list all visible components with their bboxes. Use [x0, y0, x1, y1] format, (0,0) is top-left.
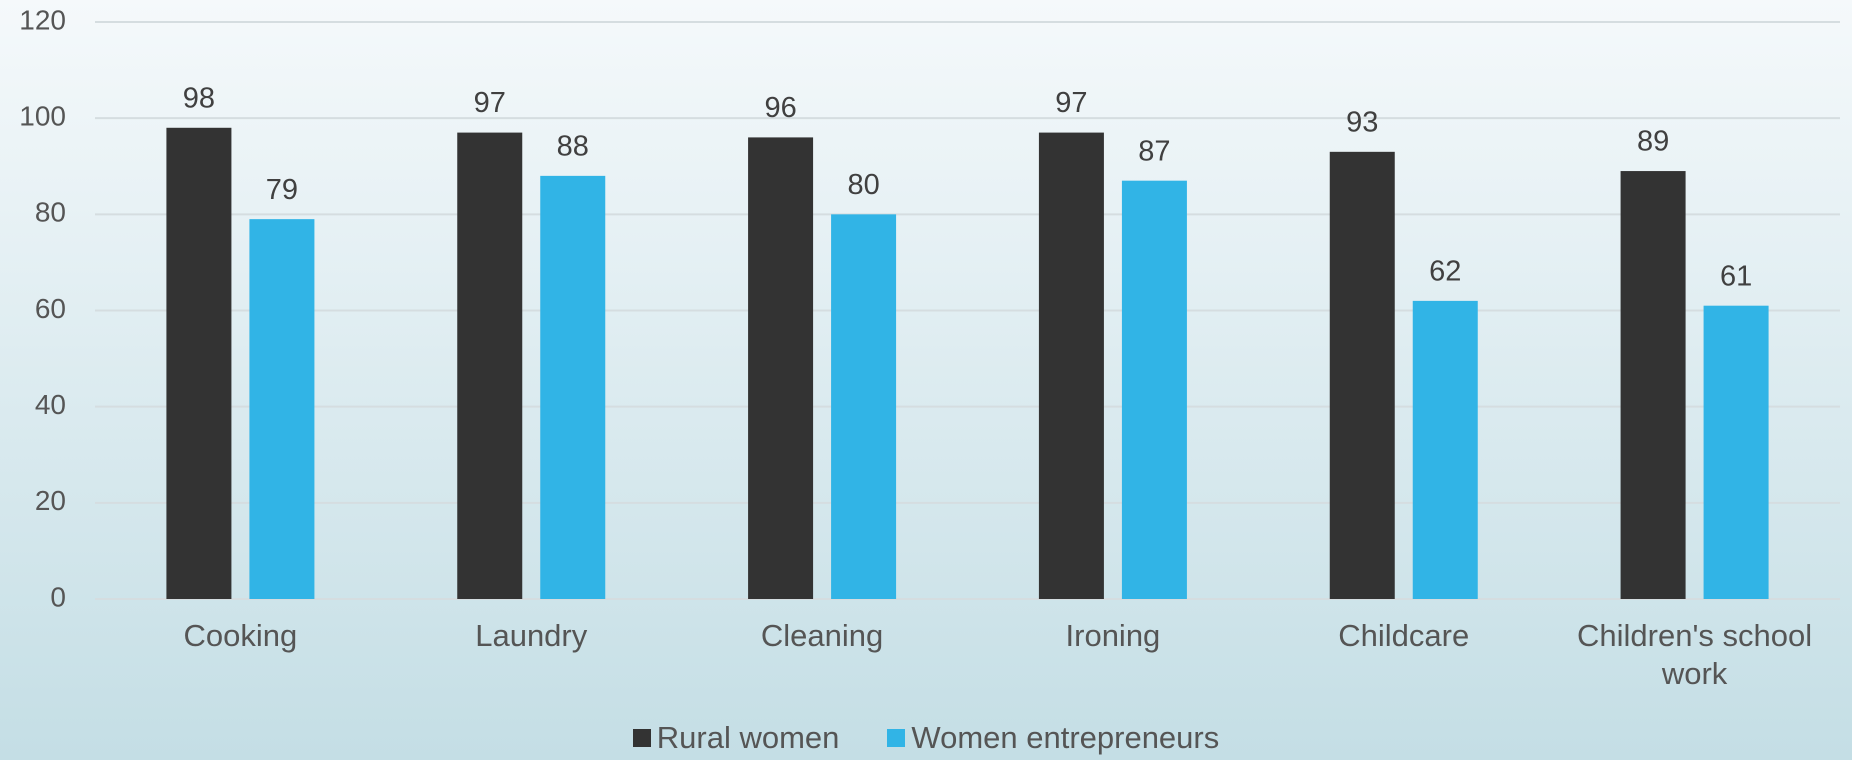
- y-tick-label: 80: [35, 197, 66, 228]
- x-tick-group: Children's school work: [1577, 618, 1813, 691]
- value-label: 88: [557, 131, 589, 163]
- value-label: 89: [1637, 126, 1669, 158]
- bar: [831, 214, 897, 600]
- bar: [1038, 132, 1104, 599]
- value-label: 97: [1055, 87, 1087, 119]
- bar: [249, 219, 315, 599]
- x-tick-label: Childcare: [1338, 618, 1470, 653]
- value-label: 62: [1429, 256, 1461, 288]
- y-tick-label: 40: [35, 389, 66, 420]
- value-label: 96: [764, 92, 796, 124]
- x-tick-group: Ironing: [1065, 618, 1161, 653]
- bar: [1412, 300, 1478, 599]
- value-label: 80: [847, 169, 879, 201]
- legend: Rural women Women entrepreneurs: [0, 720, 1852, 756]
- bar: [1121, 180, 1187, 600]
- value-label: 79: [266, 174, 298, 206]
- y-tick-label: 100: [19, 101, 66, 132]
- legend-swatch: [887, 729, 906, 747]
- x-tick-group: Childcare: [1338, 618, 1470, 653]
- x-tick-label: Ironing: [1065, 618, 1161, 653]
- value-label: 93: [1346, 106, 1378, 138]
- x-tick-label: Cleaning: [760, 618, 884, 653]
- y-tick-label: 120: [19, 4, 66, 35]
- bar: [540, 175, 606, 599]
- value-label: 87: [1138, 135, 1170, 167]
- bar: [457, 132, 523, 599]
- x-tick-group: Cooking: [183, 618, 298, 653]
- legend-label: Women entrepreneurs: [911, 720, 1220, 755]
- x-tick-group: Laundry: [475, 618, 588, 653]
- legend-swatch: [632, 729, 651, 747]
- bar: [166, 127, 232, 600]
- x-tick-label: Cooking: [183, 618, 298, 653]
- bar: [1620, 171, 1686, 599]
- y-tick-label: 0: [50, 581, 66, 612]
- legend-item: Women entrepreneurs: [887, 720, 1219, 756]
- x-tick-group: Cleaning: [760, 618, 884, 653]
- y-tick-label: 20: [35, 485, 66, 516]
- value-label: 98: [183, 82, 215, 114]
- bar: [748, 137, 814, 599]
- y-tick-label: 60: [35, 293, 66, 324]
- x-tick-label: Laundry: [475, 618, 588, 653]
- bar: [1703, 305, 1769, 599]
- value-label: 61: [1720, 260, 1752, 292]
- chart: 0 20 40 60 80 100 120 Cooking 98 79 Laundry 97 88 Cle…: [19, 4, 1840, 691]
- legend-label: Rural women: [656, 720, 840, 755]
- x-tick-label: Children's school work: [1577, 618, 1813, 691]
- value-label: 97: [474, 87, 506, 119]
- bar: [1329, 151, 1395, 599]
- legend-item: Rural women: [632, 720, 840, 756]
